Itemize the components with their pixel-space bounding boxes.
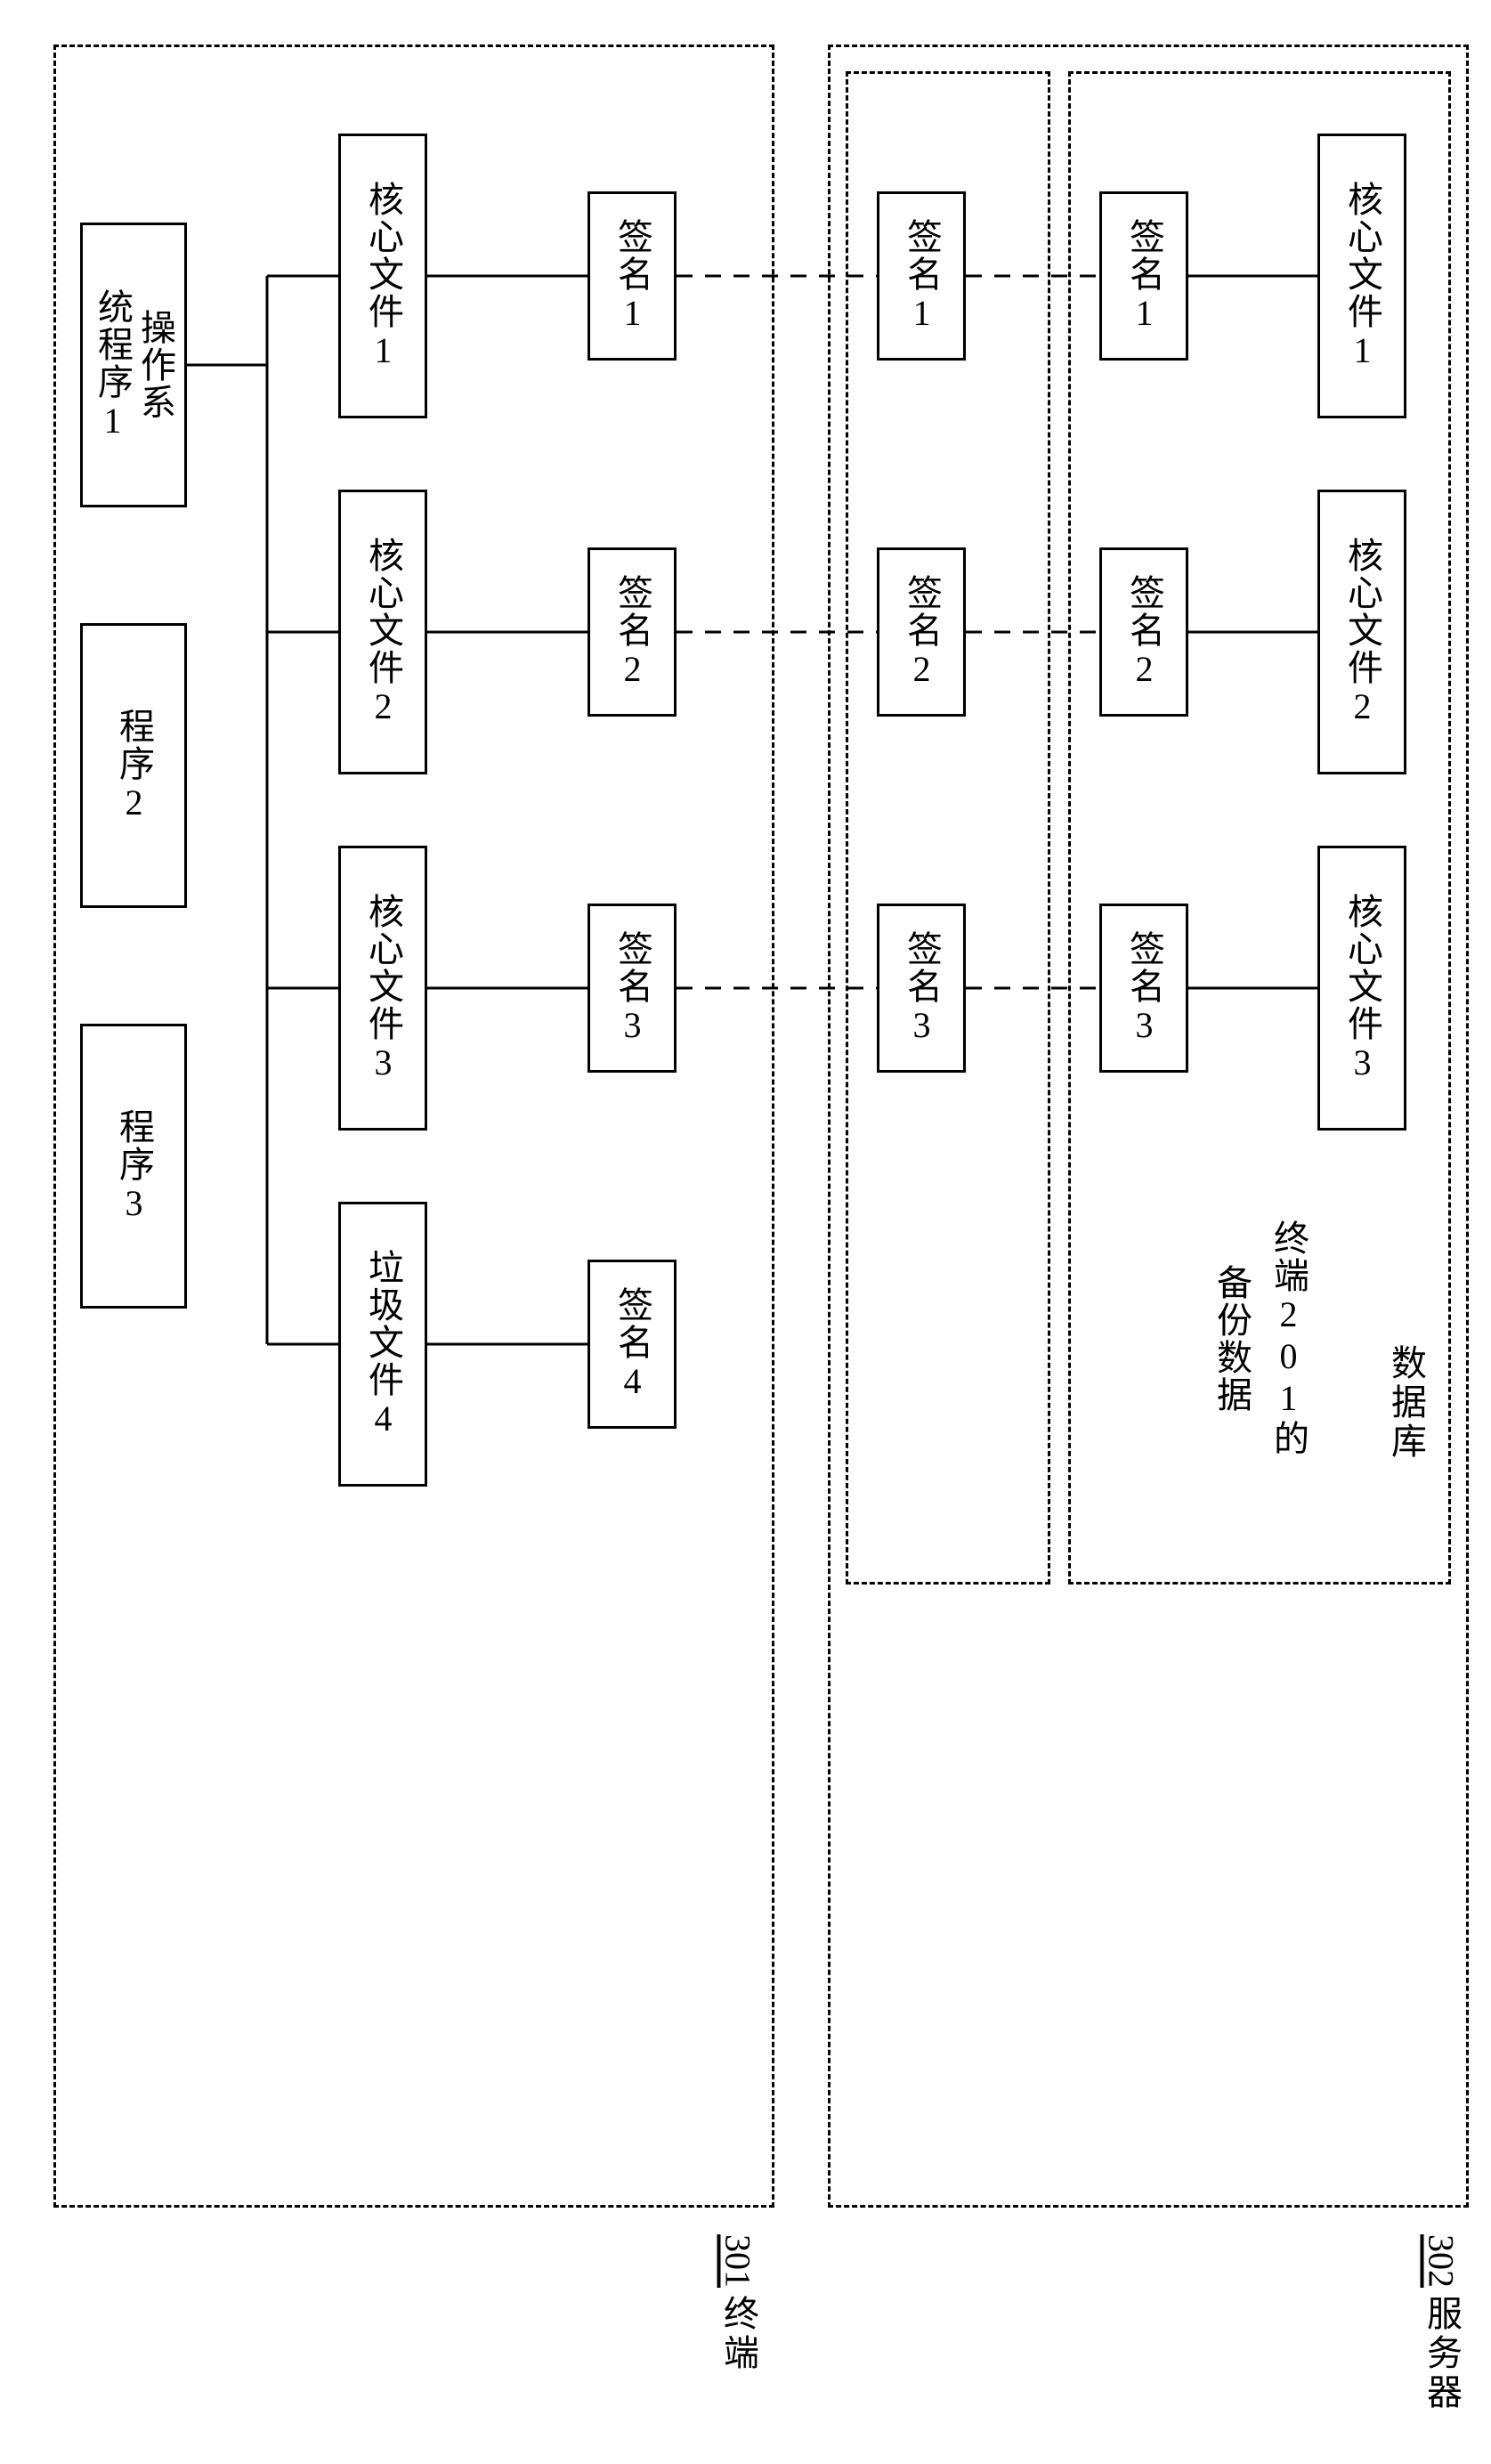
node-label: 签名3 (612, 930, 652, 1047)
node-label: 签名1 (612, 218, 652, 335)
node-label: 统程序1 (93, 288, 132, 442)
node-t-sig-3: 签名3 (587, 904, 677, 1073)
node-label: 核心文件2 (363, 537, 402, 728)
node-label: 签名4 (612, 1286, 652, 1403)
node-label: 签名1 (1124, 218, 1163, 335)
node-label: 核心文件1 (1342, 181, 1382, 372)
node-d-core-1: 核心文件1 (1317, 134, 1406, 418)
node-prog-2: 程序2 (80, 623, 187, 908)
node-d-sig-2: 签名2 (1099, 547, 1188, 717)
node-label: 程序3 (114, 1108, 153, 1225)
node-d-sig-1: 签名1 (1099, 191, 1188, 361)
node-d-core-3: 核心文件3 (1317, 846, 1406, 1131)
region-label-database: 数据库 (1380, 1344, 1431, 1462)
node-core-2: 核心文件2 (338, 490, 427, 774)
node-label: 操作系 (135, 288, 174, 442)
node-t-sig-4: 签名4 (587, 1260, 677, 1429)
node-prog-3: 程序3 (80, 1024, 187, 1309)
diagram-canvas: 终端301 服务器302 终端201的备份数据数据库 操作系统程序1 程序2 程序3 核心文… (18, 18, 1491, 2446)
node-label: 程序2 (114, 708, 153, 824)
node-junk-4: 垃圾文件4 (338, 1202, 427, 1487)
node-b-sig-1: 签名1 (877, 191, 966, 361)
node-label: 签名3 (902, 930, 941, 1047)
node-b-sig-2: 签名2 (877, 547, 966, 717)
node-d-core-2: 核心文件2 (1317, 490, 1406, 774)
region-label-backup: 终端201的备份数据 (957, 1220, 1314, 1457)
node-label: 签名1 (902, 218, 941, 335)
node-t-sig-2: 签名2 (587, 547, 677, 717)
node-label: 核心文件3 (363, 893, 402, 1084)
node-label: 签名3 (1124, 930, 1163, 1047)
node-core-3: 核心文件3 (338, 846, 427, 1131)
node-label: 垃圾文件4 (363, 1249, 402, 1440)
region-label-terminal: 终端301 (712, 2234, 764, 2373)
node-label: 签名2 (1124, 574, 1163, 691)
node-t-sig-1: 签名1 (587, 191, 677, 361)
node-label: 核心文件3 (1342, 893, 1382, 1084)
node-label: 核心文件1 (363, 181, 402, 372)
node-label: 核心文件2 (1342, 537, 1382, 728)
node-label: 签名2 (612, 574, 652, 691)
node-os-prog-1: 操作系统程序1 (80, 223, 187, 507)
node-b-sig-3: 签名3 (877, 904, 966, 1073)
node-d-sig-3: 签名3 (1099, 904, 1188, 1073)
node-label: 签名2 (902, 574, 941, 691)
region-label-server: 服务器302 (1415, 2234, 1467, 2412)
node-core-1: 核心文件1 (338, 134, 427, 418)
